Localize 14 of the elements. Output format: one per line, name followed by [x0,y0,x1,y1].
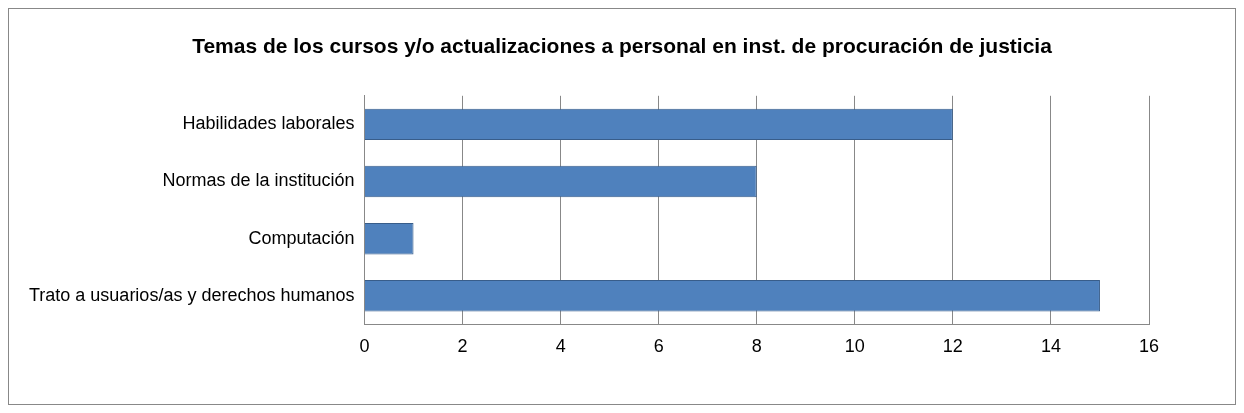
x-tick-label: 6 [653,336,664,357]
x-tick-label: 0 [359,336,370,357]
x-tick-label: 16 [1138,336,1160,357]
x-tick-label: 12 [942,336,963,357]
x-tick-label: 8 [751,336,762,357]
x-tick-label: 10 [844,336,865,357]
y-tick-label: Computación [248,227,355,248]
x-tick-label: 2 [457,336,468,357]
x-tick-label: 4 [555,336,566,357]
y-tick-label: Habilidades laborales [182,113,355,134]
x-tick-label: 14 [1040,336,1061,357]
chart-title: Temas de los cursos y/o actualizaciones a personal en inst. de procuración de justicia [191,33,1053,59]
y-tick-label: Normas de la institución [162,170,355,191]
y-tick-label: Trato a usuarios/as y derechos humanos [28,284,355,305]
